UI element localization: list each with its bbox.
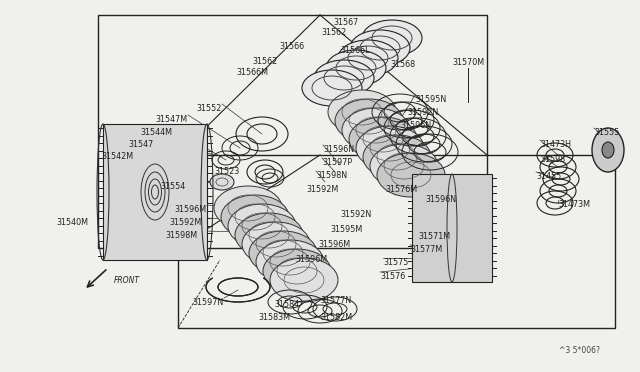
Text: 31595M: 31595M xyxy=(330,225,362,234)
Text: 31547: 31547 xyxy=(129,140,154,149)
Text: 31598M: 31598M xyxy=(166,231,198,240)
Text: 31576M: 31576M xyxy=(385,185,417,194)
Ellipse shape xyxy=(362,20,422,56)
Ellipse shape xyxy=(270,258,338,302)
Text: 31576: 31576 xyxy=(380,272,405,281)
Ellipse shape xyxy=(342,108,410,152)
Text: 31597P: 31597P xyxy=(322,158,352,167)
Text: 31596M: 31596M xyxy=(175,205,207,214)
Ellipse shape xyxy=(592,128,624,172)
Text: 31596N: 31596N xyxy=(400,121,431,130)
Text: 31598: 31598 xyxy=(540,155,565,164)
Text: 31592M: 31592M xyxy=(170,218,202,227)
Text: 31540M: 31540M xyxy=(56,218,88,227)
Bar xyxy=(412,174,492,282)
Text: 31577N: 31577N xyxy=(320,296,351,305)
Text: 31592M: 31592M xyxy=(306,185,339,194)
Text: 31595N: 31595N xyxy=(415,95,446,104)
Text: 31596N: 31596N xyxy=(323,145,354,154)
Text: 31584: 31584 xyxy=(275,300,300,309)
Ellipse shape xyxy=(263,249,331,293)
Ellipse shape xyxy=(349,117,417,161)
Text: 31473H: 31473H xyxy=(540,140,571,149)
Ellipse shape xyxy=(356,126,424,170)
Text: 31567: 31567 xyxy=(333,18,358,27)
Text: 31523: 31523 xyxy=(215,167,240,176)
Text: ^3 5*006?: ^3 5*006? xyxy=(559,346,600,355)
Text: 31455: 31455 xyxy=(536,172,561,181)
Ellipse shape xyxy=(314,60,374,96)
Text: 31562: 31562 xyxy=(321,28,347,37)
Ellipse shape xyxy=(328,90,396,134)
Text: 31598N: 31598N xyxy=(316,171,347,180)
Ellipse shape xyxy=(242,222,310,266)
Text: 31566M: 31566M xyxy=(236,68,268,77)
Ellipse shape xyxy=(326,50,386,86)
Text: 31571M: 31571M xyxy=(418,232,450,241)
Text: 31592N: 31592N xyxy=(407,108,438,117)
Text: 31583M: 31583M xyxy=(258,313,290,322)
Text: 31570M: 31570M xyxy=(452,58,484,67)
Text: 31575: 31575 xyxy=(383,258,408,267)
Text: 31596M: 31596M xyxy=(295,255,327,264)
Text: FRONT: FRONT xyxy=(114,276,140,285)
Bar xyxy=(103,124,207,260)
Text: 31544M: 31544M xyxy=(140,128,172,137)
Text: 31552: 31552 xyxy=(196,104,222,113)
Ellipse shape xyxy=(377,153,445,197)
Text: 31568: 31568 xyxy=(390,60,415,69)
Ellipse shape xyxy=(210,174,234,190)
Ellipse shape xyxy=(256,240,324,284)
Text: 31592N: 31592N xyxy=(340,210,371,219)
Ellipse shape xyxy=(350,30,410,66)
Text: 31566L: 31566L xyxy=(340,46,369,55)
Text: 31542M: 31542M xyxy=(102,152,134,161)
Ellipse shape xyxy=(363,135,431,179)
Text: 31596M: 31596M xyxy=(318,240,350,249)
Ellipse shape xyxy=(338,40,398,76)
Ellipse shape xyxy=(302,70,362,106)
Text: 31562: 31562 xyxy=(253,57,278,66)
Bar xyxy=(98,15,487,248)
Text: 31554: 31554 xyxy=(161,182,186,191)
Text: 31547M: 31547M xyxy=(156,115,188,124)
Ellipse shape xyxy=(370,144,438,188)
Text: 31582M: 31582M xyxy=(320,313,352,322)
Text: 31566: 31566 xyxy=(280,42,305,51)
Ellipse shape xyxy=(228,204,296,248)
Ellipse shape xyxy=(335,99,403,143)
Ellipse shape xyxy=(602,142,614,158)
Text: 31473M: 31473M xyxy=(558,200,590,209)
Text: 31577M: 31577M xyxy=(410,245,442,254)
Ellipse shape xyxy=(221,195,289,239)
Bar xyxy=(178,155,615,328)
Text: 31555: 31555 xyxy=(594,128,620,137)
Ellipse shape xyxy=(235,213,303,257)
Ellipse shape xyxy=(249,231,317,275)
Ellipse shape xyxy=(214,186,282,230)
Text: 31597N: 31597N xyxy=(193,298,224,307)
Text: 31596N: 31596N xyxy=(425,195,456,204)
